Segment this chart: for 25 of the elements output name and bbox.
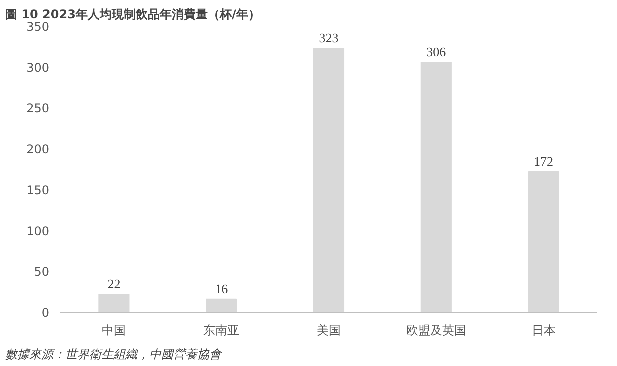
x-tick-label: 美国 xyxy=(317,324,341,338)
text: 數據來源：世界衛生組織，中國營養協會 xyxy=(6,348,222,362)
x-tick-label: 日本 xyxy=(532,324,556,338)
data-label: 172 xyxy=(534,154,554,169)
bar xyxy=(420,62,452,312)
bar xyxy=(206,298,238,312)
bar xyxy=(98,294,130,312)
bar xyxy=(313,48,345,312)
x-tick-label: 中国 xyxy=(102,324,126,338)
data-label: 323 xyxy=(319,30,339,46)
y-tick-label: 50 xyxy=(34,265,50,280)
x-tick-label: 欧盟及英国 xyxy=(406,324,466,338)
x-tick-label: 东南亚 xyxy=(204,324,240,338)
y-tick-label: 350 xyxy=(26,20,50,34)
chart-title: 圖 10 2023年人均現制飲品年消費量（杯/年） xyxy=(6,8,260,22)
y-tick-label: 200 xyxy=(26,142,50,157)
bar xyxy=(528,171,560,312)
data-label: 306 xyxy=(426,44,447,60)
data-label: 16 xyxy=(215,281,229,296)
y-tick-label: 250 xyxy=(26,102,50,116)
y-tick-label: 100 xyxy=(26,224,50,238)
y-tick-label: 300 xyxy=(26,60,50,75)
y-tick-label: 0 xyxy=(42,306,50,320)
data-label: 22 xyxy=(108,276,121,292)
y-tick-label: 150 xyxy=(26,183,50,198)
